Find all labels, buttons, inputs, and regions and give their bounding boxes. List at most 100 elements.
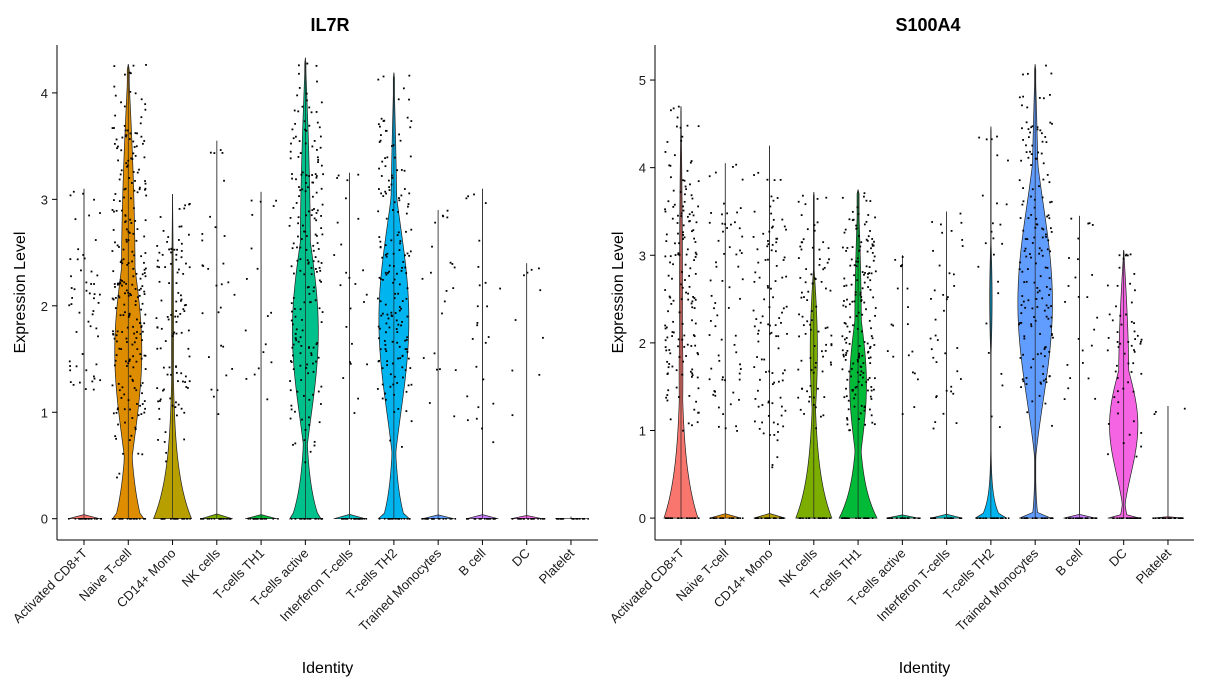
jitter-point [668,164,671,167]
jitter-point [317,159,320,161]
jitter-point [112,333,114,335]
jitter-point [681,322,684,325]
jitter-point [175,414,178,417]
jitter-point [301,329,304,332]
jitter-point [382,75,385,78]
x-tick-label: DC [1106,546,1130,570]
jitter-point [913,517,916,519]
jitter-point [209,215,211,218]
jitter-point [404,348,407,350]
jitter-point [123,408,126,411]
jitter-point [134,428,137,431]
jitter-point [690,160,693,162]
jitter-point [786,332,788,335]
jitter-point [1048,375,1051,378]
jitter-point [320,280,322,283]
jitter-point [393,297,396,299]
jitter-point [294,122,297,125]
jitter-point [409,155,412,158]
jitter-point [935,396,938,399]
jitter-point [754,271,757,274]
jitter-point [133,189,136,192]
jitter-point [315,191,318,194]
jitter-point [121,331,123,333]
jitter-point [843,285,846,288]
jitter-point [473,193,475,196]
jitter-point [978,517,981,519]
jitter-point [938,264,941,267]
jitter-point [753,366,756,369]
jitter-point [1042,97,1045,100]
jitter-point [1038,289,1041,292]
jitter-point [477,406,480,409]
jitter-point [315,234,318,237]
jitter-point [1030,126,1033,129]
jitter-point [532,518,534,520]
jitter-point [317,260,320,263]
jitter-point [1077,337,1080,340]
jitter-point [292,354,294,357]
jitter-point [124,421,126,424]
jitter-point [1051,424,1053,427]
jitter-point [132,152,135,155]
jitter-point [770,249,773,252]
jitter-point [308,175,310,177]
jitter-point [814,366,817,369]
jitter-point [129,90,132,93]
jitter-point [773,517,776,519]
jitter-point [143,518,145,520]
jitter-point [1018,323,1021,326]
jitter-point [127,315,130,318]
jitter-point [297,222,299,225]
jitter-point [685,291,687,294]
jitter-point [299,258,302,261]
jitter-point [133,146,136,148]
jitter-point [410,120,413,122]
jitter-point [180,256,183,259]
jitter-point [769,434,771,436]
jitter-point [824,349,827,352]
jitter-point [181,518,183,520]
jitter-point [128,314,131,317]
jitter-point [714,302,717,304]
jitter-point [735,163,738,166]
jitter-point [734,334,737,337]
jitter-point [873,344,876,346]
jitter-point [1050,200,1053,203]
jitter-point [317,161,319,163]
jitter-point [1179,517,1182,519]
jitter-point [860,296,863,298]
jitter-point [178,208,181,210]
jitter-point [682,238,684,240]
jitter-point [129,292,131,295]
jitter-point [319,146,322,149]
jitter-point [901,256,904,258]
jitter-point [581,518,584,520]
jitter-point [813,517,816,519]
jitter-point [217,311,220,314]
jitter-point [405,348,408,351]
jitter-point [131,378,134,381]
jitter-point [799,408,802,411]
jitter-point [1001,517,1004,519]
jitter-point [781,379,784,382]
jitter-point [69,258,72,261]
jitter-point [1045,315,1048,318]
jitter-point [1031,400,1034,403]
jitter-point [664,255,667,258]
jitter-point [143,290,146,293]
jitter-point [845,517,848,519]
jitter-point [226,518,229,520]
jitter-point [1045,378,1047,381]
jitter-point [1031,188,1034,191]
jitter-point [132,275,135,278]
jitter-point [669,418,672,421]
jitter-point [115,411,118,414]
jitter-point [114,193,117,195]
jitter-point [846,417,848,419]
jitter-point [1040,152,1043,155]
jitter-point [112,270,115,273]
jitter-point [396,234,399,236]
jitter-point [671,365,674,368]
jitter-point [695,253,698,256]
